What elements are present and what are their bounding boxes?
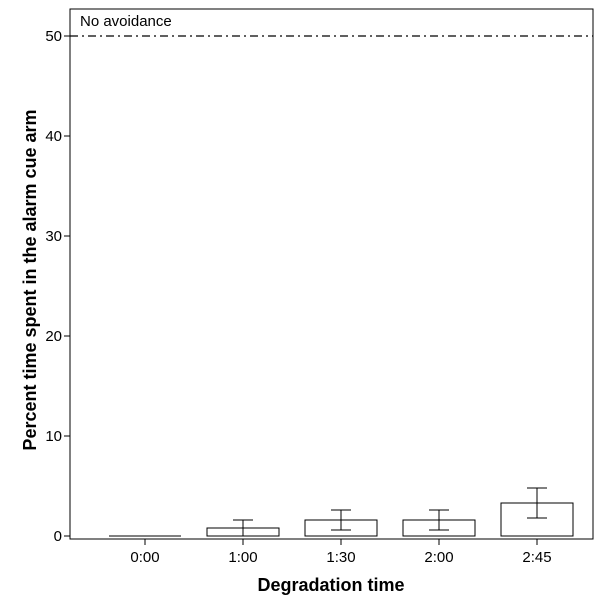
no-avoidance-label: No avoidance [80,13,172,30]
x-tick-label: 0:00 [130,549,159,566]
y-axis: 0 10 20 30 40 50 [45,28,70,545]
y-tick-label: 40 [45,128,62,145]
x-tick-label: 1:00 [228,549,257,566]
x-axis-title: Degradation time [257,575,404,595]
x-tick-label: 2:00 [424,549,453,566]
y-tick-label: 50 [45,28,62,45]
y-tick-label: 30 [45,228,62,245]
bars-group [109,487,574,537]
y-tick-label: 10 [45,428,62,445]
y-tick-label: 0 [54,528,62,545]
y-tick-label: 20 [45,328,62,345]
x-tick-label: 1:30 [326,549,355,566]
plot-frame [69,8,594,540]
x-tick-label: 2:45 [522,549,551,566]
x-axis: 0:00 1:00 1:30 2:00 2:45 [130,539,552,566]
y-axis-title: Percent time spent in the alarm cue arm [20,109,40,450]
